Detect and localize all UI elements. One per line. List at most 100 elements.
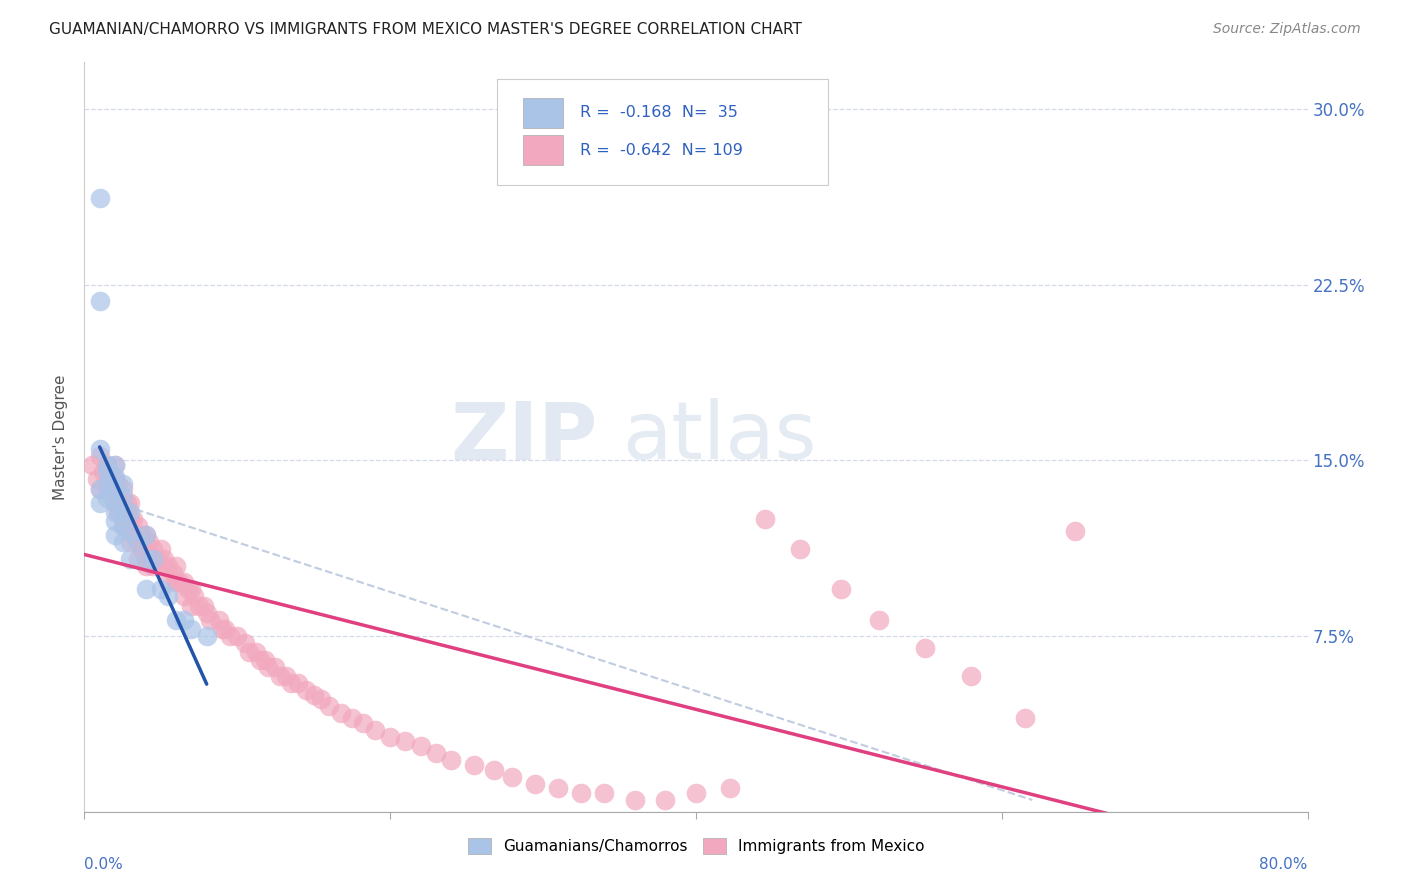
Point — [96, 491, 118, 505]
Point — [89, 294, 111, 309]
Text: Source: ZipAtlas.com: Source: ZipAtlas.com — [1213, 22, 1361, 37]
Point — [91, 465, 114, 479]
Point — [960, 669, 983, 683]
Point — [226, 629, 249, 643]
Point — [249, 652, 271, 666]
Point — [257, 659, 280, 673]
Point — [165, 613, 187, 627]
Point — [167, 575, 190, 590]
Text: 80.0%: 80.0% — [1260, 856, 1308, 871]
Point — [295, 683, 318, 698]
Point — [104, 458, 127, 473]
Point — [193, 599, 215, 613]
Point — [218, 629, 240, 643]
Point — [80, 458, 103, 473]
Point — [104, 482, 127, 496]
Point — [302, 688, 325, 702]
Point — [1014, 711, 1036, 725]
Point — [107, 476, 129, 491]
Point — [104, 495, 127, 509]
Point — [502, 770, 524, 784]
Point — [754, 512, 776, 526]
Point — [162, 566, 184, 580]
Point — [394, 734, 416, 748]
Point — [654, 793, 676, 807]
Point — [111, 519, 134, 533]
Point — [104, 528, 127, 542]
Point — [101, 472, 124, 486]
Point — [830, 582, 852, 597]
Point — [593, 786, 616, 800]
Point — [86, 472, 108, 486]
Point — [142, 558, 165, 573]
Text: R =  -0.168  N=  35: R = -0.168 N= 35 — [579, 105, 738, 120]
Point — [135, 551, 157, 566]
Point — [380, 730, 402, 744]
Point — [131, 528, 153, 542]
Point — [104, 472, 127, 486]
Point — [89, 191, 111, 205]
Point — [104, 458, 127, 473]
Point — [111, 519, 134, 533]
Point — [120, 495, 142, 509]
Point — [869, 613, 891, 627]
Point — [96, 476, 118, 491]
Point — [318, 699, 340, 714]
Point — [89, 495, 111, 509]
Point — [463, 758, 485, 772]
Point — [789, 542, 811, 557]
Point — [245, 646, 267, 660]
Point — [269, 669, 291, 683]
Point — [127, 551, 149, 566]
Text: 0.0%: 0.0% — [84, 856, 124, 871]
Point — [122, 528, 145, 542]
Point — [135, 582, 157, 597]
Point — [89, 482, 111, 496]
Point — [165, 575, 187, 590]
Point — [311, 692, 333, 706]
Point — [287, 676, 309, 690]
Point — [115, 519, 138, 533]
Point — [96, 458, 118, 473]
Point — [685, 786, 707, 800]
Point — [149, 582, 172, 597]
Point — [157, 575, 180, 590]
Point — [89, 442, 111, 456]
Point — [120, 524, 142, 538]
Point — [188, 599, 211, 613]
Point — [173, 575, 195, 590]
FancyBboxPatch shape — [523, 135, 562, 165]
Point — [524, 776, 547, 791]
Point — [425, 746, 447, 760]
Point — [111, 505, 134, 519]
Point — [914, 640, 936, 655]
Point — [104, 514, 127, 528]
Point — [107, 489, 129, 503]
Point — [111, 535, 134, 549]
Point — [127, 535, 149, 549]
Point — [142, 551, 165, 566]
Point — [482, 763, 505, 777]
Point — [111, 476, 134, 491]
FancyBboxPatch shape — [523, 97, 562, 128]
Point — [364, 723, 387, 737]
Point — [409, 739, 432, 753]
Point — [131, 542, 153, 557]
Point — [624, 793, 647, 807]
Point — [115, 505, 138, 519]
Point — [142, 542, 165, 557]
Point — [233, 636, 256, 650]
Point — [127, 535, 149, 549]
Point — [157, 590, 180, 604]
Point — [120, 551, 142, 566]
Point — [111, 482, 134, 496]
Point — [96, 476, 118, 491]
Point — [111, 495, 134, 509]
Point — [89, 449, 111, 463]
Point — [111, 505, 134, 519]
Point — [177, 582, 200, 597]
Point — [173, 613, 195, 627]
Point — [107, 505, 129, 519]
Point — [569, 786, 592, 800]
FancyBboxPatch shape — [496, 78, 828, 185]
